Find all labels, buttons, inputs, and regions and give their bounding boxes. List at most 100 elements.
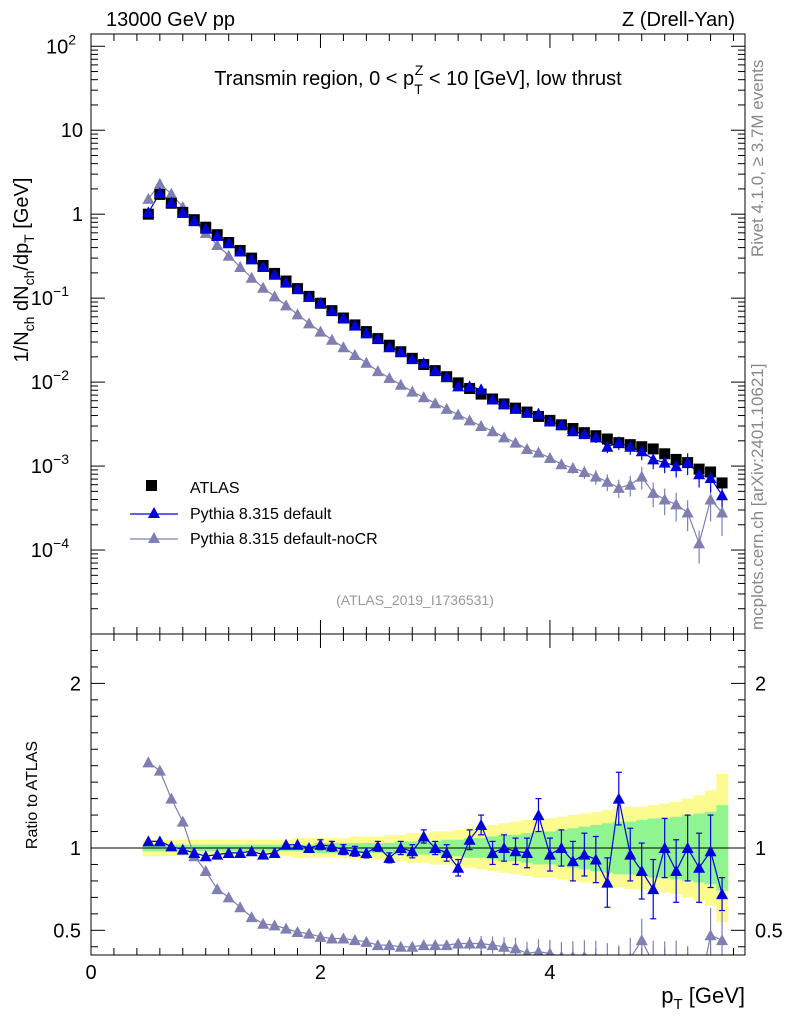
ratio-point-default (325, 840, 338, 852)
ratio-point-nocr (245, 911, 258, 923)
main-point-nocr (257, 281, 270, 293)
main-point-nocr (716, 506, 729, 518)
ratio-point-default (693, 861, 706, 873)
header-right: Z (Drell-Yan) (622, 9, 735, 31)
main-point-default (498, 397, 511, 409)
main-title-post: < 10 [GeV], low thrust (423, 68, 622, 90)
ratio-point-nocr (463, 937, 476, 949)
main-point-default (337, 312, 350, 324)
main-point-nocr (153, 177, 166, 189)
ratio-point-default (647, 883, 660, 895)
main-point-nocr (142, 192, 155, 204)
main-point-default (153, 187, 166, 199)
ratio-point-nocr (394, 940, 407, 952)
main-line-default (147, 192, 723, 496)
main-point-atlas (716, 477, 728, 489)
ratio-point-nocr (498, 940, 511, 952)
ratio-point-nocr (670, 959, 682, 970)
ratio-point-nocr (440, 939, 453, 951)
ratio-point-default (670, 865, 683, 877)
main-point-default (681, 456, 694, 468)
main-point-nocr (406, 385, 419, 397)
legend-marker-nocr (148, 532, 160, 543)
ratio-point-nocr (337, 932, 350, 944)
main-point-default (612, 436, 625, 448)
ratio-point-default (234, 846, 247, 858)
main-point-nocr (440, 402, 453, 414)
main-point-nocr (234, 260, 247, 272)
ratio-point-nocr (533, 945, 544, 955)
ratio-point-default (704, 845, 717, 857)
main-point-nocr (429, 397, 442, 409)
ratio-point-default (406, 845, 419, 857)
main-point-nocr (555, 458, 568, 470)
main-plot-panel: 102 10 1 10−1 10−2 10−3 10−4 Transmin region, … (11, 31, 746, 635)
ratio-point-default (394, 842, 407, 853)
ratio-point-nocr (417, 939, 430, 951)
ratio-point-default (303, 842, 315, 853)
mcplots-label: mcplots.cern.ch [arXiv:2401.10621] (748, 364, 767, 630)
ratio-point-default (566, 855, 579, 867)
main-point-default (383, 341, 396, 353)
main-point-default (475, 383, 488, 395)
ratio-ytick-label-right: 2 (755, 673, 766, 695)
ratio-point-default (624, 848, 637, 860)
main-point-default (360, 327, 373, 339)
ratio-point-nocr (360, 935, 373, 947)
main-point-nocr (303, 317, 315, 329)
ratio-point-nocr (211, 883, 224, 895)
main-point-default (704, 472, 717, 484)
ratio-point-default (612, 792, 625, 804)
ratio-point-default (348, 845, 361, 857)
main-point-atlas (601, 433, 613, 445)
ratio-point-default (486, 846, 499, 858)
main-point-nocr (475, 420, 488, 432)
ratio-point-nocr (594, 952, 598, 955)
ratio-point-nocr (704, 929, 717, 941)
ratio-point-nocr (280, 922, 293, 934)
main-point-nocr (681, 506, 694, 518)
main-point-default (280, 276, 293, 288)
ratio-point-nocr (199, 865, 212, 877)
main-point-nocr (521, 442, 533, 454)
main-point-default (257, 260, 270, 272)
legend: ATLAS Pythia 8.315 default Pythia 8.315 … (130, 480, 378, 548)
ratio-point-default (268, 846, 281, 858)
main-point-default (693, 468, 706, 480)
main-point-nocr (670, 498, 683, 510)
ratio-point-nocr (268, 919, 281, 931)
analysis-id: (ATLAS_2019_I1736531) (336, 592, 494, 608)
ratio-point-nocr (486, 939, 499, 951)
ratio-point-nocr (647, 957, 659, 968)
legend-marker-atlas (146, 480, 157, 491)
ratio-point-default (222, 846, 235, 858)
main-point-default (452, 380, 465, 392)
ratio-xtick-label: 0 (85, 962, 96, 984)
main-point-default (658, 456, 671, 468)
main-point-nocr (578, 466, 591, 478)
main-point-nocr (486, 425, 499, 437)
ratio-point-default (658, 842, 671, 853)
main-point-atlas (647, 443, 659, 455)
main-point-nocr (612, 481, 625, 493)
ratio-point-default (521, 846, 533, 858)
ratio-point-nocr (222, 891, 235, 903)
main-point-atlas (659, 448, 671, 460)
main-point-default (291, 283, 304, 295)
main-point-default (211, 229, 224, 241)
ratio-point-nocr (452, 937, 465, 949)
main-point-nocr (498, 431, 511, 443)
main-ytick-label: 1 (72, 204, 83, 226)
ratio-point-nocr (176, 815, 189, 827)
main-point-default (601, 440, 614, 452)
main-point-default (509, 402, 522, 414)
main-point-default (176, 206, 189, 218)
main-point-nocr (658, 493, 671, 505)
main-point-nocr (463, 414, 476, 426)
main-point-nocr (337, 341, 350, 353)
ratio-point-default (142, 835, 155, 847)
ratio-point-default (452, 861, 465, 873)
main-point-nocr (268, 290, 281, 302)
main-point-nocr (417, 391, 430, 403)
